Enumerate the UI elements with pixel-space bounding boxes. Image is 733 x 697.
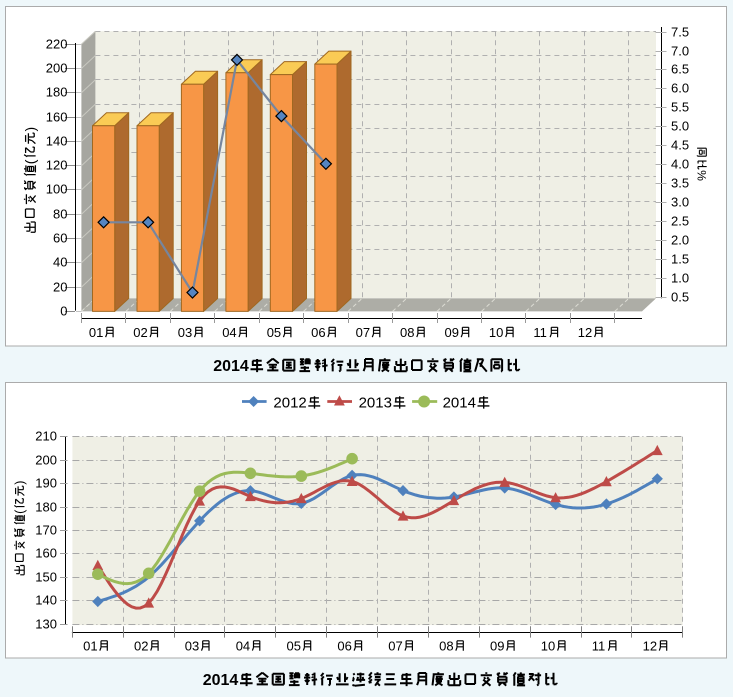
svg-text:190: 190: [35, 475, 57, 490]
svg-text:5.5: 5.5: [671, 100, 689, 115]
svg-text:130: 130: [35, 616, 57, 631]
svg-text:200: 200: [35, 452, 57, 467]
svg-text:04: 04: [222, 325, 236, 340]
svg-text:0: 0: [60, 304, 67, 319]
svg-text:07: 07: [388, 639, 402, 654]
svg-text:11: 11: [592, 639, 606, 654]
svg-text:1.5: 1.5: [671, 252, 689, 267]
svg-text:2014: 2014: [213, 358, 249, 375]
svg-text:140: 140: [46, 134, 68, 149]
svg-text:2.0: 2.0: [671, 233, 689, 248]
svg-text:2012: 2012: [273, 395, 306, 412]
svg-text:2013: 2013: [359, 395, 392, 412]
svg-text:1.0: 1.0: [671, 271, 689, 286]
svg-text:05: 05: [267, 325, 281, 340]
svg-text:01: 01: [83, 639, 97, 654]
svg-text:(: (: [22, 159, 38, 164]
svg-text:60: 60: [53, 231, 67, 246]
svg-text:06: 06: [311, 325, 325, 340]
svg-text:80: 80: [53, 207, 67, 222]
svg-text:01: 01: [89, 325, 103, 340]
svg-text:160: 160: [35, 545, 57, 560]
svg-text:4.5: 4.5: [671, 138, 689, 153]
svg-text:): ): [13, 481, 27, 485]
svg-text:07: 07: [356, 325, 370, 340]
svg-text:03: 03: [185, 639, 199, 654]
svg-text:7.0: 7.0: [671, 44, 689, 59]
svg-text:5.0: 5.0: [671, 119, 689, 134]
svg-text:): ): [22, 127, 38, 132]
svg-text:02: 02: [134, 639, 148, 654]
svg-text:6.5: 6.5: [671, 62, 689, 77]
svg-text:%: %: [695, 170, 709, 181]
svg-text:2.5: 2.5: [671, 214, 689, 229]
svg-text:170: 170: [35, 522, 57, 537]
svg-text:4.0: 4.0: [671, 157, 689, 172]
svg-text:2014: 2014: [203, 672, 239, 689]
svg-text:04: 04: [236, 639, 250, 654]
svg-text:05: 05: [287, 639, 301, 654]
svg-text:06: 06: [337, 639, 351, 654]
svg-text:10: 10: [541, 639, 555, 654]
svg-text:11: 11: [533, 325, 547, 340]
svg-text:09: 09: [445, 325, 459, 340]
svg-text:220: 220: [46, 37, 68, 52]
svg-text:12: 12: [578, 325, 592, 340]
svg-text:150: 150: [35, 569, 57, 584]
svg-text:20: 20: [53, 280, 67, 295]
svg-text:(: (: [13, 509, 27, 514]
svg-text:210: 210: [35, 428, 57, 443]
svg-text:08: 08: [439, 639, 453, 654]
svg-text:12: 12: [643, 639, 657, 654]
svg-text:3.0: 3.0: [671, 195, 689, 210]
svg-text:0.5: 0.5: [671, 290, 689, 305]
svg-text:180: 180: [35, 499, 57, 514]
svg-text:40: 40: [53, 255, 67, 270]
svg-text:120: 120: [46, 158, 68, 173]
svg-text:7.5: 7.5: [671, 25, 689, 40]
svg-text:200: 200: [46, 61, 68, 76]
svg-text:08: 08: [400, 325, 414, 340]
svg-text:160: 160: [46, 110, 68, 125]
svg-text:02: 02: [133, 325, 147, 340]
svg-text:2014: 2014: [443, 395, 476, 412]
svg-text:3.5: 3.5: [671, 176, 689, 191]
svg-text:140: 140: [35, 592, 57, 607]
svg-text:10: 10: [489, 325, 503, 340]
svg-text:09: 09: [490, 639, 504, 654]
svg-text:03: 03: [178, 325, 192, 340]
svg-text:180: 180: [46, 85, 68, 100]
svg-text:6.0: 6.0: [671, 81, 689, 96]
svg-text:100: 100: [46, 182, 68, 197]
